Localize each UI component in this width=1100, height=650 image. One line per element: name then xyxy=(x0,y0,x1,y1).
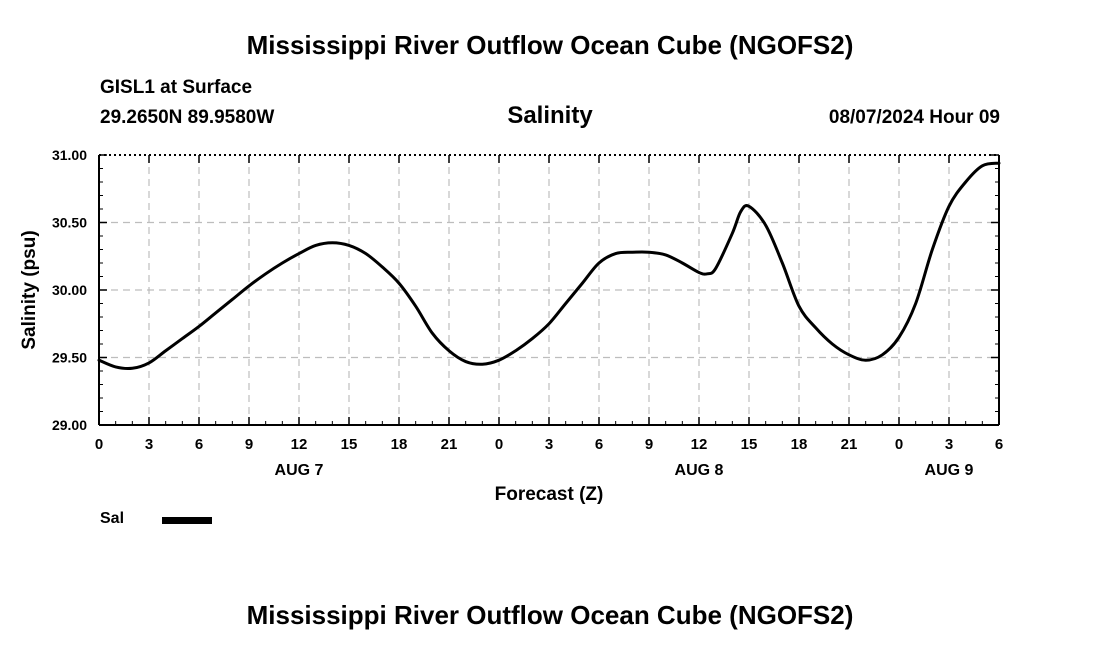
series-line-sal xyxy=(97,161,1001,371)
day-label: AUG 7 xyxy=(275,462,324,479)
x-tick-label: 6 xyxy=(595,436,603,453)
x-axis-title: Forecast (Z) xyxy=(495,484,604,505)
chart-grid xyxy=(99,155,999,425)
y-tick-label: 30.00 xyxy=(52,282,87,298)
x-tick-label: 0 xyxy=(495,436,503,453)
x-tick-label: 15 xyxy=(741,436,758,453)
y-tick-label: 30.50 xyxy=(52,215,87,231)
chart-variable-title: Salinity xyxy=(507,102,593,129)
salinity-chart: 0 3 6 9 12 15 18 21 0 3 6 9 12 15 18 21 0 3 6 29.00 29.50 30.… xyxy=(19,147,1003,505)
x-tick-label: 6 xyxy=(995,436,1003,453)
x-tick-label: 3 xyxy=(145,436,153,453)
x-tick-label: 18 xyxy=(391,436,408,453)
chart-labels: 0 3 6 9 12 15 18 21 0 3 6 9 12 15 18 21 0 3 6 29.00 29.50 30.… xyxy=(19,147,1003,505)
chart-main-title: Mississippi River Outflow Ocean Cube (NG… xyxy=(246,30,854,60)
forecast-datetime: 08/07/2024 Hour 09 xyxy=(828,107,1000,128)
day-label: AUG 8 xyxy=(675,462,724,479)
x-tick-label: 21 xyxy=(841,436,858,453)
x-tick-label: 0 xyxy=(895,436,903,453)
chart-axes xyxy=(98,154,1000,426)
y-axis-title: Salinity (psu) xyxy=(19,230,40,349)
x-tick-label: 6 xyxy=(195,436,203,453)
x-tick-label: 18 xyxy=(791,436,808,453)
y-tick-label: 29.00 xyxy=(52,417,87,433)
legend-label: Sal xyxy=(100,510,125,527)
station-label: GISL1 at Surface xyxy=(100,77,253,98)
x-tick-label: 0 xyxy=(95,436,103,453)
x-tick-label: 12 xyxy=(691,436,708,453)
x-tick-label: 21 xyxy=(441,436,458,453)
x-tick-label: 12 xyxy=(291,436,308,453)
x-tick-label: 15 xyxy=(341,436,358,453)
y-tick-label: 29.50 xyxy=(52,350,87,366)
legend-swatch xyxy=(162,517,212,524)
day-label: AUG 9 xyxy=(925,462,974,479)
x-tick-label: 3 xyxy=(945,436,953,453)
bottom-chart-title: Mississippi River Outflow Ocean Cube (NG… xyxy=(246,600,854,630)
y-tick-label: 31.00 xyxy=(52,147,87,163)
x-tick-label: 9 xyxy=(645,436,653,453)
station-coordinates: 29.2650N 89.9580W xyxy=(100,107,275,128)
chart-series xyxy=(97,161,1001,371)
x-tick-label: 3 xyxy=(545,436,553,453)
x-tick-label: 9 xyxy=(245,436,253,453)
